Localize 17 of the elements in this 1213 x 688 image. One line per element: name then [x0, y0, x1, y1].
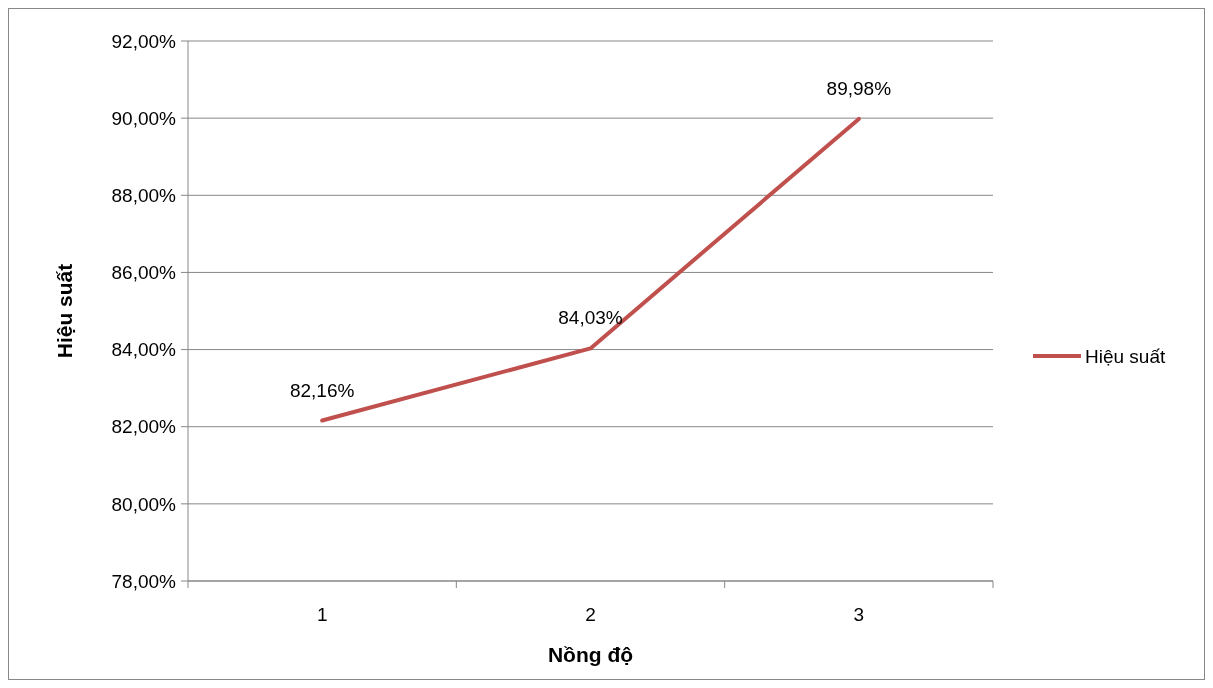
x-tick-label: 1: [316, 604, 328, 625]
y-axis-title: Hiệu suất: [53, 263, 76, 359]
y-tick-label: 82,00%: [111, 416, 177, 438]
y-tick-label: 90,00%: [111, 107, 177, 129]
y-tick-label: 78,00%: [111, 570, 177, 592]
y-tick-label: 80,00%: [111, 493, 177, 515]
y-tick-label: 86,00%: [111, 262, 177, 284]
data-label: 84,03%: [558, 307, 623, 329]
data-label: 89,98%: [826, 77, 892, 99]
legend-label: Hiệu suất: [1085, 345, 1166, 367]
x-tick-label: 2: [585, 604, 596, 625]
x-tick-label: 3: [853, 604, 865, 625]
y-tick-label: 84,00%: [111, 339, 177, 361]
x-axis-title: Nồng độ: [547, 643, 634, 666]
data-label: 82,16%: [289, 379, 355, 401]
y-tick-label: 88,00%: [111, 184, 177, 206]
y-tick-label: 92,00%: [111, 30, 177, 52]
